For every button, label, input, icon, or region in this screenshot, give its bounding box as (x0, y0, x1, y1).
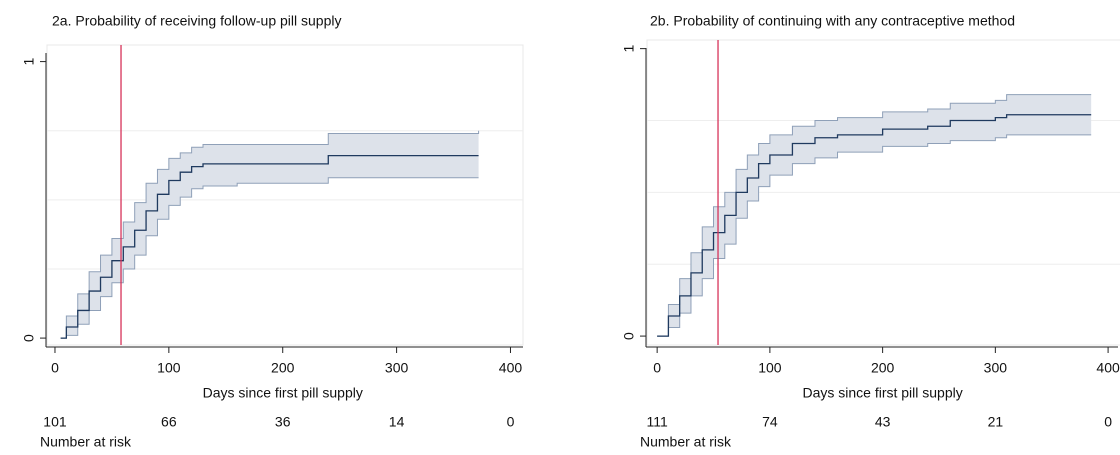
x-axis-title: Days since first pill supply (203, 385, 363, 401)
risk-count: 14 (389, 414, 405, 430)
ci-bound (657, 94, 1092, 337)
ci-bound (60, 130, 480, 339)
risk-count: 43 (875, 414, 891, 430)
x-tick-label: 300 (385, 360, 409, 376)
risk-count: 0 (1104, 414, 1112, 430)
x-tick-label: 200 (871, 360, 895, 376)
x-tick-label: 0 (653, 360, 661, 376)
risk-count: 101 (43, 414, 67, 430)
risk-count: 0 (507, 414, 515, 430)
x-tick-label: 400 (1096, 360, 1120, 376)
ci-bound (657, 134, 1092, 337)
panel-title: 2a. Probability of receiving follow-up p… (52, 13, 341, 29)
risk-count: 74 (762, 414, 778, 430)
x-tick-label: 100 (157, 360, 181, 376)
x-tick-label: 300 (984, 360, 1008, 376)
x-axis-title: Days since first pill supply (802, 385, 962, 401)
ci-band (657, 94, 1092, 337)
y-tick-label: 1 (621, 45, 637, 53)
panel-title: 2b. Probability of continuing with any c… (650, 13, 1015, 29)
y-tick-label: 0 (21, 334, 37, 342)
risk-label: Number at risk (40, 434, 132, 450)
x-tick-label: 0 (51, 360, 59, 376)
risk-count: 21 (988, 414, 1004, 430)
risk-count: 66 (161, 414, 177, 430)
y-tick-label: 1 (21, 57, 37, 65)
ci-bound (60, 177, 479, 339)
risk-label: Number at risk (640, 434, 732, 450)
y-tick-label: 0 (621, 332, 637, 340)
ci-band (60, 130, 479, 339)
x-tick-label: 100 (758, 360, 782, 376)
risk-count: 36 (275, 414, 291, 430)
survival-line (60, 154, 479, 339)
x-tick-label: 400 (499, 360, 523, 376)
survival-line (657, 114, 1092, 337)
plot-frame (46, 44, 524, 346)
x-tick-label: 200 (271, 360, 295, 376)
risk-count: 111 (647, 414, 668, 430)
